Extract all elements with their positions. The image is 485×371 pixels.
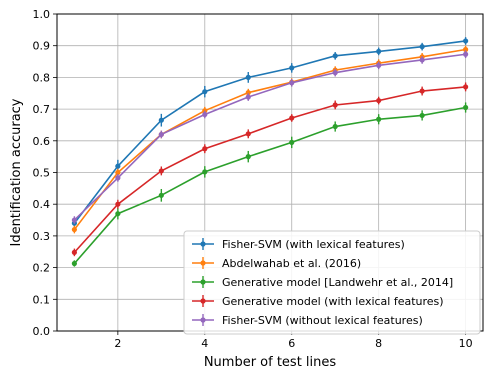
data-point	[158, 131, 164, 138]
x-tick-label: 8	[375, 337, 382, 350]
legend-item: Abdelwahab et al. (2016)	[192, 257, 361, 270]
data-point	[419, 44, 425, 50]
data-point	[71, 249, 77, 255]
legend-marker	[200, 279, 206, 285]
series-layer	[71, 37, 469, 267]
legend-label: Fisher-SVM (without lexical features)	[222, 314, 423, 327]
legend: Fisher-SVM (with lexical features) Abdelw…	[183, 230, 481, 335]
legend-item: Fisher-SVM (with lexical features)	[192, 238, 405, 251]
data-point	[202, 169, 208, 175]
data-point	[245, 131, 251, 137]
x-axis-title: Number of test lines	[204, 355, 337, 370]
data-point	[289, 80, 295, 86]
data-point	[158, 192, 164, 198]
x-tick-label: 6	[288, 337, 295, 350]
data-point	[158, 117, 164, 123]
legend-item: Generative model [Landwehr et al., 2014]	[192, 276, 453, 289]
data-point	[289, 115, 295, 121]
series-line	[73, 48, 466, 231]
series-line	[73, 53, 466, 221]
data-point	[419, 88, 425, 94]
series-line	[73, 106, 466, 265]
data-point	[245, 154, 251, 160]
y-tick-label: 0.4	[33, 198, 51, 211]
data-point	[158, 168, 164, 174]
series-5	[71, 50, 469, 224]
data-point	[115, 175, 121, 181]
series-2	[71, 45, 469, 234]
data-point	[115, 211, 121, 217]
data-point	[463, 46, 469, 53]
series-line	[73, 86, 466, 253]
legend-marker	[200, 298, 206, 304]
legend-label: Abdelwahab et al. (2016)	[222, 257, 361, 270]
legend-item: Generative model (with lexical features)	[192, 295, 444, 308]
data-point	[463, 51, 469, 57]
data-point	[245, 90, 251, 96]
data-point	[71, 260, 77, 267]
x-tick-label: 4	[201, 337, 208, 350]
data-point	[419, 112, 425, 119]
legend-box	[183, 230, 481, 335]
x-tick-label: 2	[114, 337, 121, 350]
y-tick-label: 0.3	[33, 230, 51, 243]
legend-marker	[200, 241, 206, 247]
legend-label: Generative model (with lexical features)	[222, 295, 444, 308]
data-point	[376, 97, 382, 104]
data-point	[463, 38, 469, 44]
y-tick-label: 0.6	[33, 135, 51, 148]
legend-marker	[200, 317, 206, 323]
y-tick-label: 1.0	[33, 8, 51, 21]
data-point	[245, 94, 251, 100]
series-3	[71, 102, 469, 267]
data-point	[332, 102, 338, 108]
x-tick-label: 10	[459, 337, 473, 350]
y-tick-label: 0.7	[33, 103, 51, 116]
legend-item: Fisher-SVM (without lexical features)	[192, 314, 423, 327]
y-tick-label: 0.5	[33, 167, 51, 180]
data-point	[463, 104, 469, 111]
data-point	[332, 123, 338, 130]
legend-label: Fisher-SVM (with lexical features)	[222, 238, 405, 251]
data-point	[115, 201, 121, 207]
y-tick-label: 0.2	[33, 262, 51, 275]
axis-ticks: 2 4 6 8 10 0.0 0.1 0.2 0.3 0.4 0.5 0.6 0.7 0.8 0.9 1.0	[33, 8, 473, 350]
data-point	[71, 217, 77, 223]
y-tick-label: 0.9	[33, 40, 51, 53]
data-point	[71, 226, 77, 233]
data-point	[289, 139, 295, 145]
y-tick-label: 0.0	[33, 325, 51, 338]
legend-label: Generative model [Landwehr et al., 2014]	[222, 276, 453, 289]
data-point	[332, 53, 338, 59]
y-axis-title: Identification accuracy	[9, 98, 24, 246]
y-tick-label: 0.1	[33, 293, 51, 306]
data-point	[289, 65, 295, 71]
data-point	[419, 57, 425, 63]
data-point	[376, 62, 382, 68]
data-point	[202, 146, 208, 152]
series-line	[73, 40, 466, 224]
data-point	[376, 116, 382, 122]
data-point	[245, 74, 251, 80]
data-point	[115, 169, 121, 176]
data-point	[115, 163, 121, 169]
series-4	[71, 82, 469, 257]
data-point	[202, 111, 208, 118]
data-point	[463, 84, 469, 90]
y-tick-label: 0.8	[33, 71, 51, 84]
data-point	[376, 48, 382, 55]
data-point	[202, 89, 208, 95]
data-point	[332, 70, 338, 76]
legend-marker	[200, 260, 206, 266]
series-1	[71, 37, 469, 227]
